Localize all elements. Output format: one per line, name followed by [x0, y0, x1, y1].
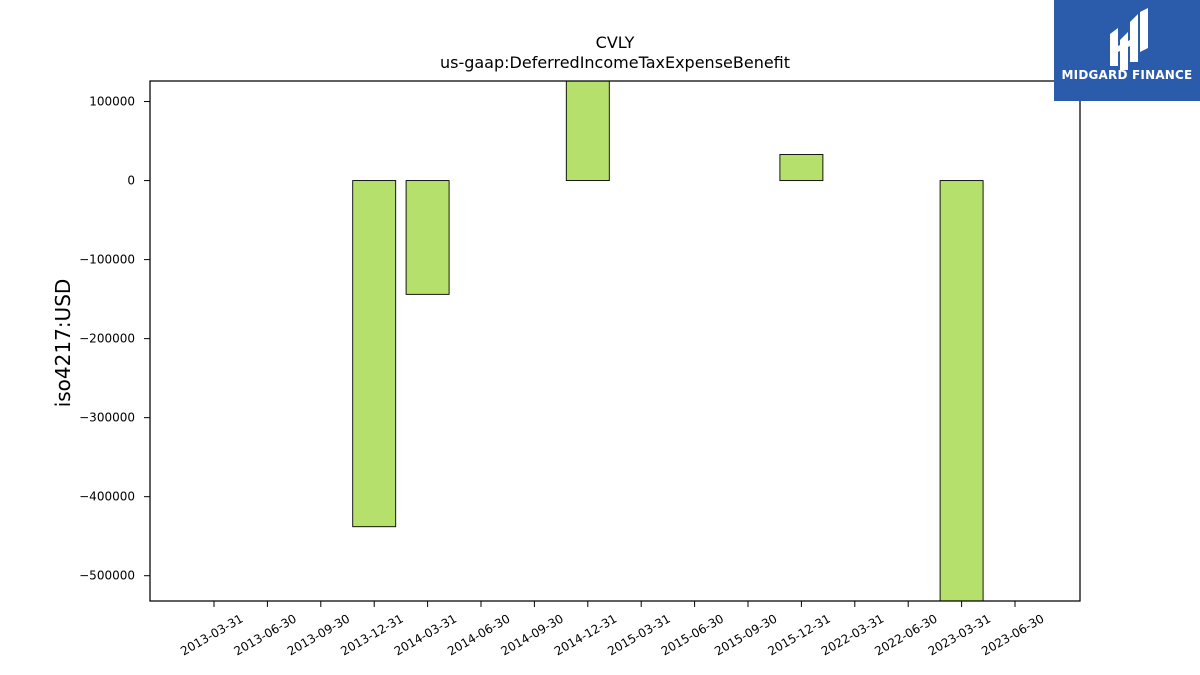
y-tick-label: −300000	[79, 411, 135, 425]
bar-2014-03-31	[405, 180, 450, 295]
bar-2014-12-31	[565, 80, 610, 182]
bars	[352, 80, 984, 602]
y-axis-label: iso4217:USD	[51, 279, 75, 408]
bar-2013-12-31	[352, 180, 397, 528]
y-tick-label: 100000	[89, 95, 135, 109]
midgard-logo-mark-icon	[1110, 8, 1148, 70]
y-tick-label: −200000	[79, 332, 135, 346]
logo-text: MIDGARD FINANCE	[1061, 68, 1193, 82]
chart-title: CVLY	[596, 33, 635, 52]
y-tick-label: −100000	[79, 253, 135, 267]
midgard-finance-logo: MIDGARD FINANCE	[1054, 0, 1200, 101]
y-tick-label: −400000	[79, 490, 135, 504]
y-axis: 100000 0 −100000 −200000 −300000 −400000 −5000…	[79, 95, 150, 583]
x-axis: 2013-03-312013-06-302013-09-302013-12-31…	[178, 601, 1047, 658]
y-tick-label: −500000	[79, 569, 135, 583]
plot-frame	[149, 80, 1081, 602]
chart-subtitle: us-gaap:DeferredIncomeTaxExpenseBenefit	[440, 53, 790, 72]
y-tick-label: 0	[127, 174, 135, 188]
bar-2023-03-31	[939, 180, 984, 602]
bar-2015-12-31	[779, 154, 824, 182]
